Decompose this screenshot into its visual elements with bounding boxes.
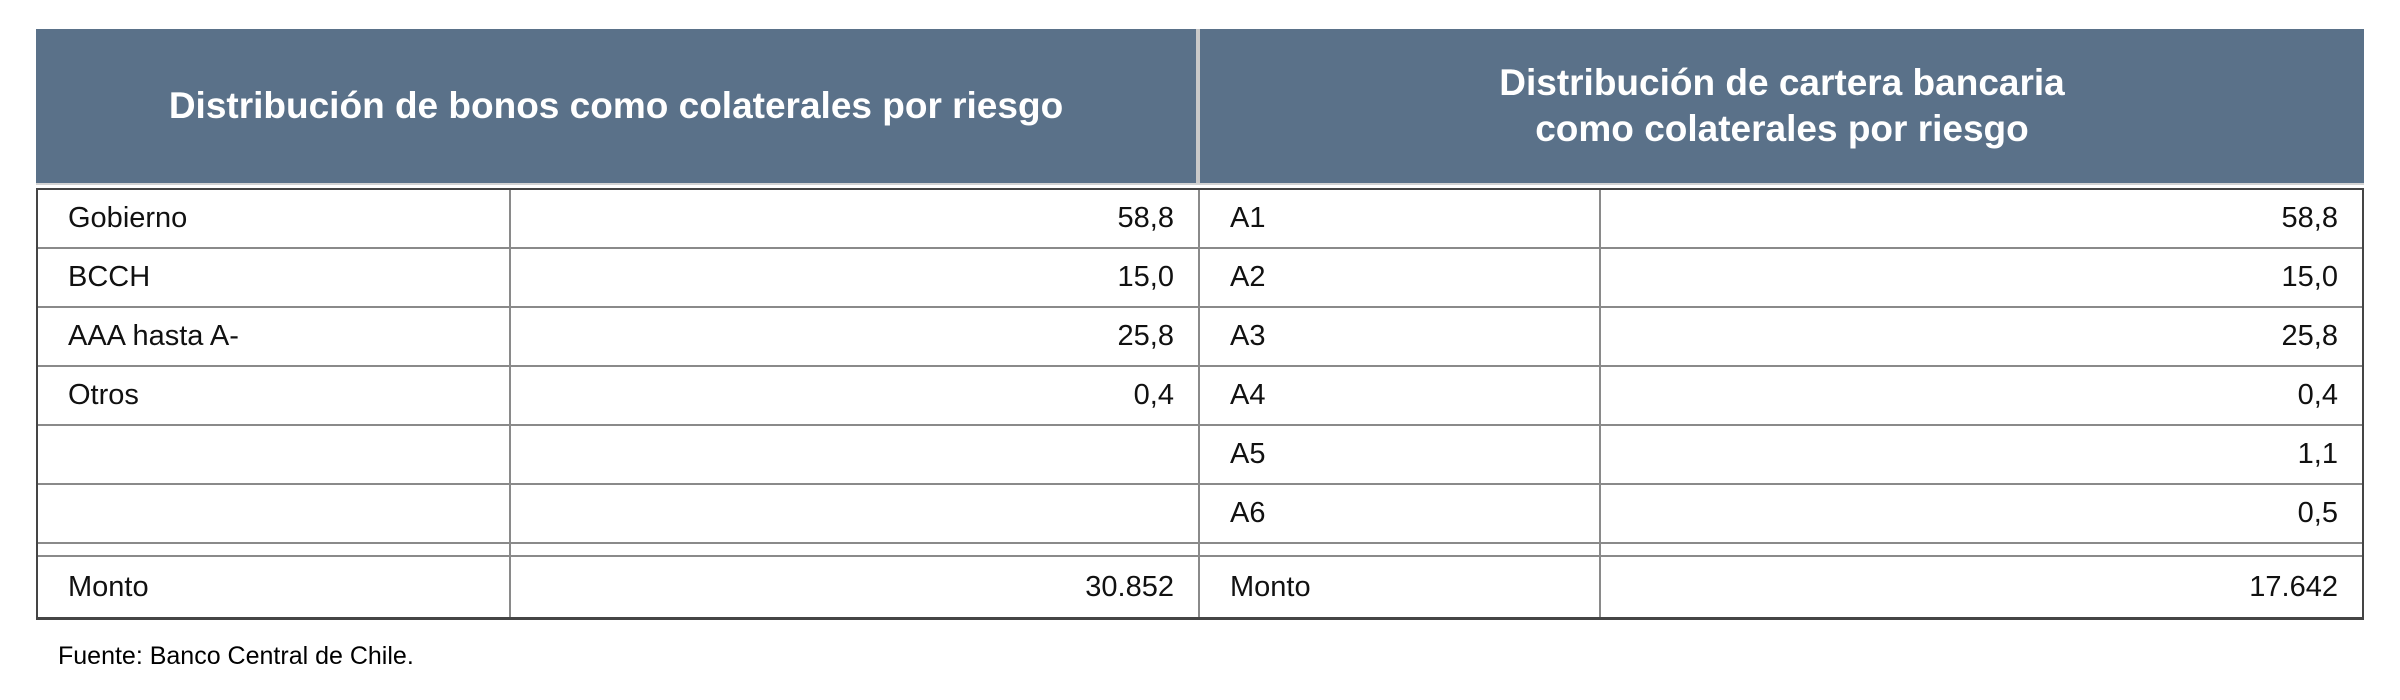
bank-row-value: 25,8 bbox=[2281, 320, 2338, 352]
table-row: AAA hasta A- 25,8 A3 25,8 bbox=[38, 308, 2362, 367]
bank-row-label: A2 bbox=[1200, 249, 1601, 306]
table-row: A6 0,5 bbox=[38, 485, 2362, 544]
bank-portfolio-table-title: Distribución de cartera bancaria como co… bbox=[1499, 61, 2065, 149]
bank-row-label: A6 bbox=[1200, 485, 1601, 542]
bank-row-value: 58,8 bbox=[2281, 202, 2338, 234]
bonds-table-title: Distribución de bonos como colaterales p… bbox=[168, 84, 1064, 126]
table-body: Gobierno 58,8 A1 58,8 BCCH 15,0 A2 15,0 … bbox=[36, 188, 2364, 620]
table-row: Otros 0,4 A4 0,4 bbox=[38, 367, 2362, 426]
collateral-distribution-figure: Distribución de bonos como colaterales p… bbox=[36, 29, 2364, 671]
bonds-row-label: AAA hasta A- bbox=[38, 308, 511, 365]
bank-row-value: 0,4 bbox=[2297, 379, 2338, 411]
bank-total-label: Monto bbox=[1200, 557, 1601, 617]
bonds-row-label bbox=[38, 426, 511, 483]
source-note: Fuente: Banco Central de Chile. bbox=[58, 642, 414, 670]
table-row: A5 1,1 bbox=[38, 426, 2362, 485]
bonds-row-label bbox=[38, 485, 511, 542]
bonds-row-value: 0,4 bbox=[511, 367, 1200, 424]
bonds-row-value bbox=[511, 485, 1200, 542]
table-row: BCCH 15,0 A2 15,0 bbox=[38, 249, 2362, 308]
bonds-row-label: Otros bbox=[38, 367, 511, 424]
bank-row-value: 15,0 bbox=[2281, 261, 2338, 293]
bonds-total-label: Monto bbox=[38, 557, 511, 617]
bonds-row-label: BCCH bbox=[38, 249, 511, 306]
total-row: Monto 30.852 Monto 17.642 bbox=[38, 557, 2362, 617]
bonds-row-value: 58,8 bbox=[511, 190, 1200, 247]
table-header-band: Distribución de bonos como colaterales p… bbox=[36, 29, 2364, 185]
bank-row-label: A3 bbox=[1200, 308, 1601, 365]
bank-row-value: 1,1 bbox=[2297, 438, 2338, 470]
header-divider bbox=[1196, 29, 1200, 183]
separator-row bbox=[38, 544, 2362, 557]
bank-row-label: A5 bbox=[1200, 426, 1601, 483]
bonds-row-value: 25,8 bbox=[511, 308, 1200, 365]
table-row: Gobierno 58,8 A1 58,8 bbox=[38, 190, 2362, 249]
bonds-row-label: Gobierno bbox=[38, 190, 511, 247]
bank-row-value: 0,5 bbox=[2297, 497, 2338, 529]
bank-total-value: 17.642 bbox=[2249, 570, 2338, 603]
bonds-total-value: 30.852 bbox=[511, 557, 1200, 617]
bank-row-label: A1 bbox=[1200, 190, 1601, 247]
bonds-row-value: 15,0 bbox=[511, 249, 1200, 306]
bank-row-label: A4 bbox=[1200, 367, 1601, 424]
bonds-row-value bbox=[511, 426, 1200, 483]
